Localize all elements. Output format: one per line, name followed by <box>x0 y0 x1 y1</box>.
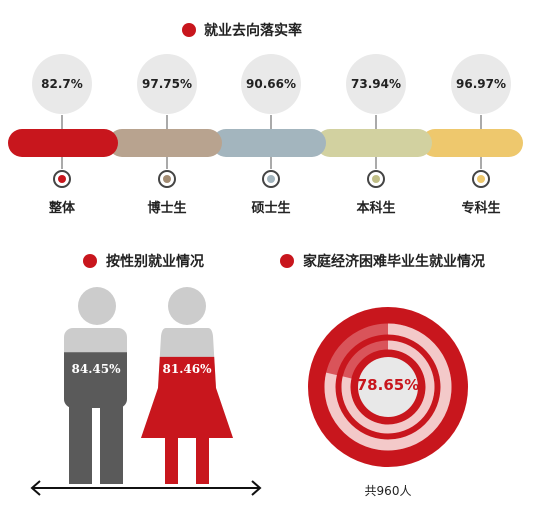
section3-title: 家庭经济困难毕业生就业情况 <box>303 254 485 270</box>
section2-bullet <box>83 254 97 268</box>
marker-connector <box>480 157 482 169</box>
rate-bar-segment <box>108 129 222 157</box>
category-marker-icon <box>53 170 71 188</box>
category-marker-icon <box>472 170 490 188</box>
rate-value-circle: 90.66% <box>241 54 301 114</box>
category-label: 专科生 <box>461 201 501 216</box>
poverty-value: 78.65% <box>356 376 420 394</box>
gauge-inner-arc <box>341 340 435 434</box>
rate-connector <box>375 115 377 129</box>
section1-bullet <box>182 23 196 37</box>
poverty-total: 共960人 <box>364 484 412 498</box>
category-label: 硕士生 <box>251 201 291 216</box>
rate-bar-segment <box>8 129 118 157</box>
section3-bullet <box>280 254 294 268</box>
rate-value-circle: 96.97% <box>451 54 511 114</box>
rate-connector <box>270 115 272 129</box>
category-marker-icon <box>262 170 280 188</box>
male-value: 84.45% <box>71 362 121 376</box>
female-value: 81.46% <box>162 362 212 376</box>
category-marker-icon <box>367 170 385 188</box>
rate-value-circle: 73.94% <box>346 54 406 114</box>
gauge-outer-arc <box>324 323 452 451</box>
marker-connector <box>61 157 63 169</box>
female-figure-fill <box>141 356 233 484</box>
marker-connector <box>270 157 272 169</box>
double-arrow-icon <box>30 480 262 496</box>
male-figure-fill <box>64 352 127 484</box>
rate-connector <box>61 115 63 129</box>
category-marker-icon <box>158 170 176 188</box>
rate-bar-segment <box>316 129 432 157</box>
section2-title: 按性别就业情况 <box>106 254 204 270</box>
rate-value-circle: 82.7% <box>32 54 92 114</box>
rate-bar-segment <box>212 129 326 157</box>
marker-connector <box>166 157 168 169</box>
gauge-center <box>358 357 418 417</box>
category-label: 整体 <box>48 201 75 216</box>
rate-connector <box>480 115 482 129</box>
rate-value-circle: 97.75% <box>137 54 197 114</box>
category-label: 博士生 <box>147 201 187 216</box>
rate-bar-segment <box>421 129 523 157</box>
gender-figures <box>30 287 262 496</box>
section1-title: 就业去向落实率 <box>204 23 302 39</box>
rate-connector <box>166 115 168 129</box>
poverty-gauge <box>308 307 468 467</box>
marker-connector <box>375 157 377 169</box>
category-label: 本科生 <box>356 201 396 216</box>
